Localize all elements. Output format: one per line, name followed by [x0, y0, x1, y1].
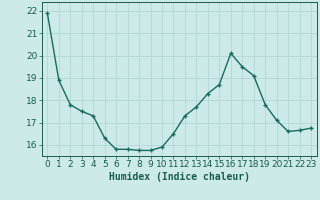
X-axis label: Humidex (Indice chaleur): Humidex (Indice chaleur) — [109, 172, 250, 182]
